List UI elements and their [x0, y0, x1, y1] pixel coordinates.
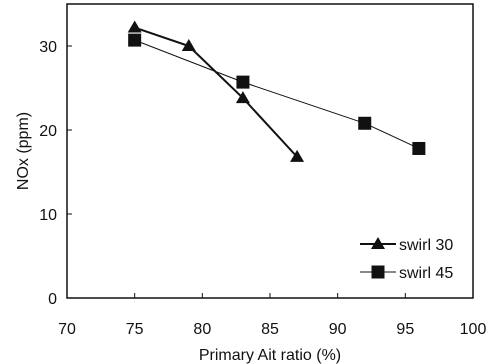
legend-marker [371, 237, 385, 249]
series-line-swirl-45 [134, 39, 420, 149]
legend-marker [371, 265, 385, 279]
x-tick-label: 90 [329, 321, 347, 338]
data-point-swirl-45 [358, 116, 372, 130]
x-tick-label: 70 [58, 321, 76, 338]
data-point-swirl-30 [290, 149, 305, 162]
x-tick-label: 100 [460, 321, 487, 338]
x-tick-label: 95 [396, 321, 414, 338]
legend-item-swirl-30: swirl 30 [360, 237, 453, 254]
tick-marks [66, 45, 474, 299]
data-point-swirl-45 [412, 141, 426, 155]
legend-label: swirl 30 [399, 237, 453, 254]
y-tick-label: 10 [39, 207, 57, 224]
data-point-swirl-30 [235, 91, 250, 104]
y-axis-title: NOx (ppm) [15, 112, 32, 190]
x-axis-title: Primary Ait ratio (%) [199, 347, 341, 364]
legend: swirl 30 swirl 45 [360, 237, 453, 282]
data-point-swirl-30 [127, 20, 142, 33]
data-point-swirl-45 [236, 75, 250, 89]
y-tick-label: 30 [39, 39, 57, 56]
legend-item-swirl-45: swirl 45 [360, 265, 453, 282]
legend-label: swirl 45 [399, 265, 453, 282]
tick-labels: 70 75 80 85 90 95 100 0 10 20 30 [39, 39, 486, 338]
y-tick-label: 20 [39, 123, 57, 140]
data-point-swirl-45 [128, 33, 142, 47]
data-point-swirl-30 [181, 39, 196, 51]
series-swirl-30 [127, 20, 305, 162]
series-swirl-45 [128, 33, 426, 155]
y-tick-label: 0 [48, 291, 57, 308]
x-tick-label: 85 [261, 321, 279, 338]
series-layer [127, 20, 426, 162]
x-tick-label: 75 [126, 321, 144, 338]
x-tick-label: 80 [193, 321, 211, 338]
